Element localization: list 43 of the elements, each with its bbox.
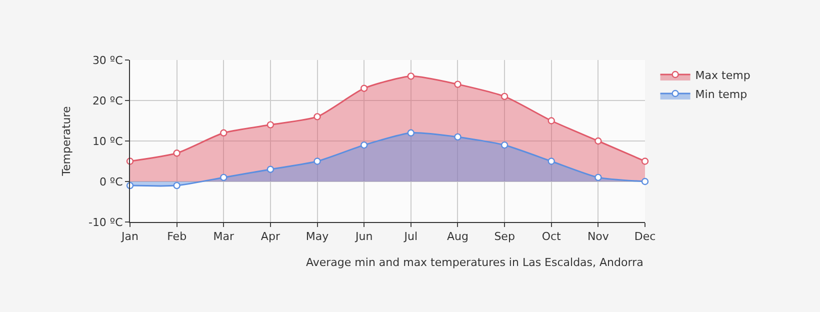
- x-tick-label: Jan: [120, 230, 138, 244]
- x-tick-label: Nov: [587, 230, 610, 244]
- point: [500, 141, 508, 149]
- point: [173, 182, 180, 190]
- point: [173, 150, 180, 157]
- point: [454, 133, 462, 141]
- point: [641, 158, 649, 165]
- point: [407, 72, 415, 80]
- point: [594, 137, 602, 145]
- point: [500, 92, 508, 100]
- text: Average min and max temperatures in Las Escaldas, Andorra: [306, 256, 644, 269]
- x-tick-label: Jul: [403, 230, 418, 244]
- point: [454, 80, 462, 88]
- y-axis-title: Temperature: [60, 106, 74, 177]
- point: [220, 174, 228, 182]
- x-tick-label: Sep: [494, 230, 515, 244]
- point: [594, 174, 602, 182]
- point: [314, 158, 321, 165]
- y-tick-label: -10 ºC: [88, 216, 124, 229]
- legend-label: Min temp: [695, 88, 748, 101]
- x-tick-label: Dec: [634, 230, 656, 244]
- point: [266, 166, 274, 173]
- x-tick-label: May: [306, 230, 330, 244]
- x-tick-label: Apr: [260, 230, 280, 244]
- point: [220, 129, 228, 136]
- point: [548, 158, 555, 165]
- y-tick-label: 20 ºC: [92, 94, 124, 108]
- point: [266, 121, 274, 128]
- point: [641, 178, 649, 186]
- point: [360, 141, 368, 149]
- point: [407, 129, 415, 136]
- x-tick-label: Oct: [542, 230, 562, 244]
- y-tick-label: 30 ºC: [92, 54, 124, 67]
- point: [548, 117, 555, 124]
- legend-label: Max temp: [695, 68, 750, 82]
- x-tick-label: Jun: [354, 230, 373, 244]
- x-tick-label: Feb: [167, 230, 187, 244]
- point: [314, 113, 321, 120]
- y-tick-label: 0 ºC: [99, 175, 124, 188]
- y-tick-label: 10 ºC: [92, 134, 124, 148]
- point: [360, 84, 368, 92]
- x-tick-label: Aug: [446, 230, 468, 244]
- x-tick-label: Mar: [213, 230, 234, 244]
